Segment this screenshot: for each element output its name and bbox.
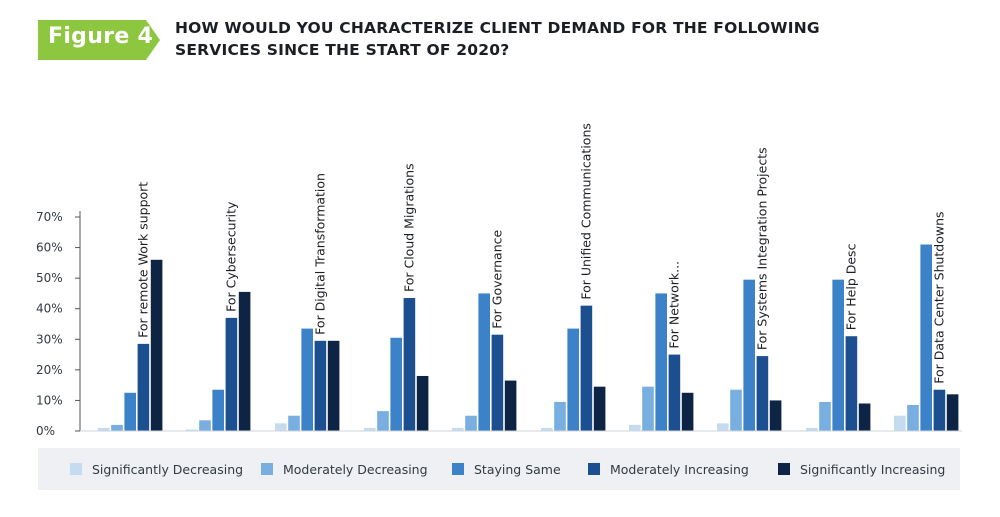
bar-3-series-3 (301, 328, 313, 431)
bar-6-series-5 (593, 386, 606, 431)
y-tick-label: 0% (36, 424, 55, 438)
bar-2-series-1 (186, 429, 198, 431)
y-tick-label: 40% (36, 302, 63, 316)
bar-9-series-1 (806, 427, 818, 431)
figure-label: Figure 4 (48, 24, 154, 49)
chart-title-line-1: HOW WOULD YOU CHARACTERIZE CLIENT DEMAND… (175, 19, 820, 37)
bar-10-series-4 (933, 389, 946, 431)
category-label-8: For Systems Integration Projects (754, 147, 769, 350)
bar-5-series-2 (465, 415, 477, 431)
legend-item-4: Moderately Increasing (588, 462, 749, 477)
bar-7-series-1 (629, 424, 641, 431)
category-label-5: For Governance (489, 229, 504, 328)
bar-5-series-5 (504, 380, 517, 431)
category-label-4: For Cloud Migrations (401, 163, 416, 292)
legend-swatch (261, 463, 273, 475)
y-tick-label: 20% (36, 363, 63, 377)
bar-8-series-5 (769, 400, 782, 431)
legend-item-2: Moderately Decreasing (261, 462, 428, 477)
bar-6-series-2 (554, 401, 566, 431)
bar-3-series-2 (288, 415, 300, 431)
bar-9-series-3 (832, 279, 844, 431)
bar-10-series-2 (907, 405, 919, 431)
bar-5-series-3 (478, 293, 490, 431)
bar-1-series-4 (137, 343, 150, 431)
category-label-6: For Unified Communications (578, 123, 593, 300)
bar-9-series-5 (858, 403, 871, 431)
bar-8-series-4 (756, 356, 769, 431)
bar-10-series-3 (920, 244, 932, 431)
legend-item-3: Staying Same (452, 462, 561, 477)
legend-item-5: Significantly Increasing (778, 462, 945, 477)
bar-9-series-2 (819, 401, 831, 431)
bar-6-series-3 (567, 328, 579, 431)
bar-10-series-1 (894, 415, 906, 431)
bar-3-series-1 (275, 423, 287, 431)
bar-8-series-3 (743, 279, 755, 431)
bar-4-series-3 (390, 337, 402, 431)
y-tick-label: 30% (36, 332, 63, 346)
bar-10-series-5 (946, 394, 959, 431)
y-tick-label: 60% (36, 241, 63, 255)
legend-item-1: Significantly Decreasing (70, 462, 243, 477)
bar-5-series-1 (452, 427, 464, 431)
bar-7-series-2 (642, 386, 654, 431)
bar-9-series-4 (845, 336, 858, 431)
category-label-7: For Network... (666, 261, 681, 349)
legend-swatch (452, 463, 464, 475)
category-label-2: For Cybersecurity (223, 201, 238, 312)
bar-1-series-5 (150, 259, 163, 431)
chart-title-line-2: SERVICES SINCE THE START OF 2020? (175, 41, 510, 59)
legend-label: Significantly Decreasing (92, 462, 244, 477)
bar-6-series-4 (580, 305, 593, 431)
legend-swatch (778, 463, 790, 475)
bar-4-series-4 (403, 298, 416, 431)
bar-6-series-1 (541, 427, 553, 431)
bar-2-series-4 (225, 317, 238, 431)
legend-swatch (70, 463, 82, 475)
bar-7-series-4 (668, 354, 681, 431)
y-tick-label: 10% (36, 393, 63, 407)
category-label-10: For Data Center Shutdowns (931, 211, 946, 383)
bar-1-series-3 (124, 392, 136, 431)
bar-1-series-1 (98, 427, 110, 431)
category-label-3: For Digital Transformation (312, 173, 327, 335)
bar-8-series-1 (717, 423, 729, 431)
legend-label: Moderately Decreasing (283, 462, 428, 477)
bar-3-series-4 (314, 340, 327, 431)
chart-legend: Significantly Decreasing Moderately Decre… (38, 448, 960, 490)
legend-label: Significantly Increasing (800, 462, 946, 477)
bar-2-series-5 (238, 291, 251, 431)
bar-5-series-4 (491, 334, 504, 431)
chart-title: HOW WOULD YOU CHARACTERIZE CLIENT DEMAND… (175, 17, 855, 61)
bar-3-series-5 (327, 340, 340, 431)
bar-2-series-2 (199, 420, 211, 431)
bar-7-series-5 (681, 392, 694, 431)
legend-swatch (588, 463, 600, 475)
bar-8-series-2 (730, 389, 742, 431)
figure-badge (38, 20, 160, 60)
bar-1-series-2 (111, 424, 123, 431)
category-label-1: For remote Work support (135, 182, 150, 338)
y-tick-label: 50% (36, 271, 63, 285)
category-label-9: For Help Desc (843, 243, 858, 330)
bar-chart: 0% 10% 20% 30% 40% 50% 60% 70% For remote Work s… (36, 123, 962, 438)
legend-label: Staying Same (474, 462, 561, 477)
y-tick-label: 70% (36, 210, 63, 224)
bar-2-series-3 (212, 389, 224, 431)
bar-4-series-2 (377, 411, 389, 431)
bar-4-series-1 (364, 427, 376, 431)
bar-7-series-3 (655, 293, 667, 431)
legend-label: Moderately Increasing (610, 462, 749, 477)
bar-4-series-5 (416, 375, 429, 431)
